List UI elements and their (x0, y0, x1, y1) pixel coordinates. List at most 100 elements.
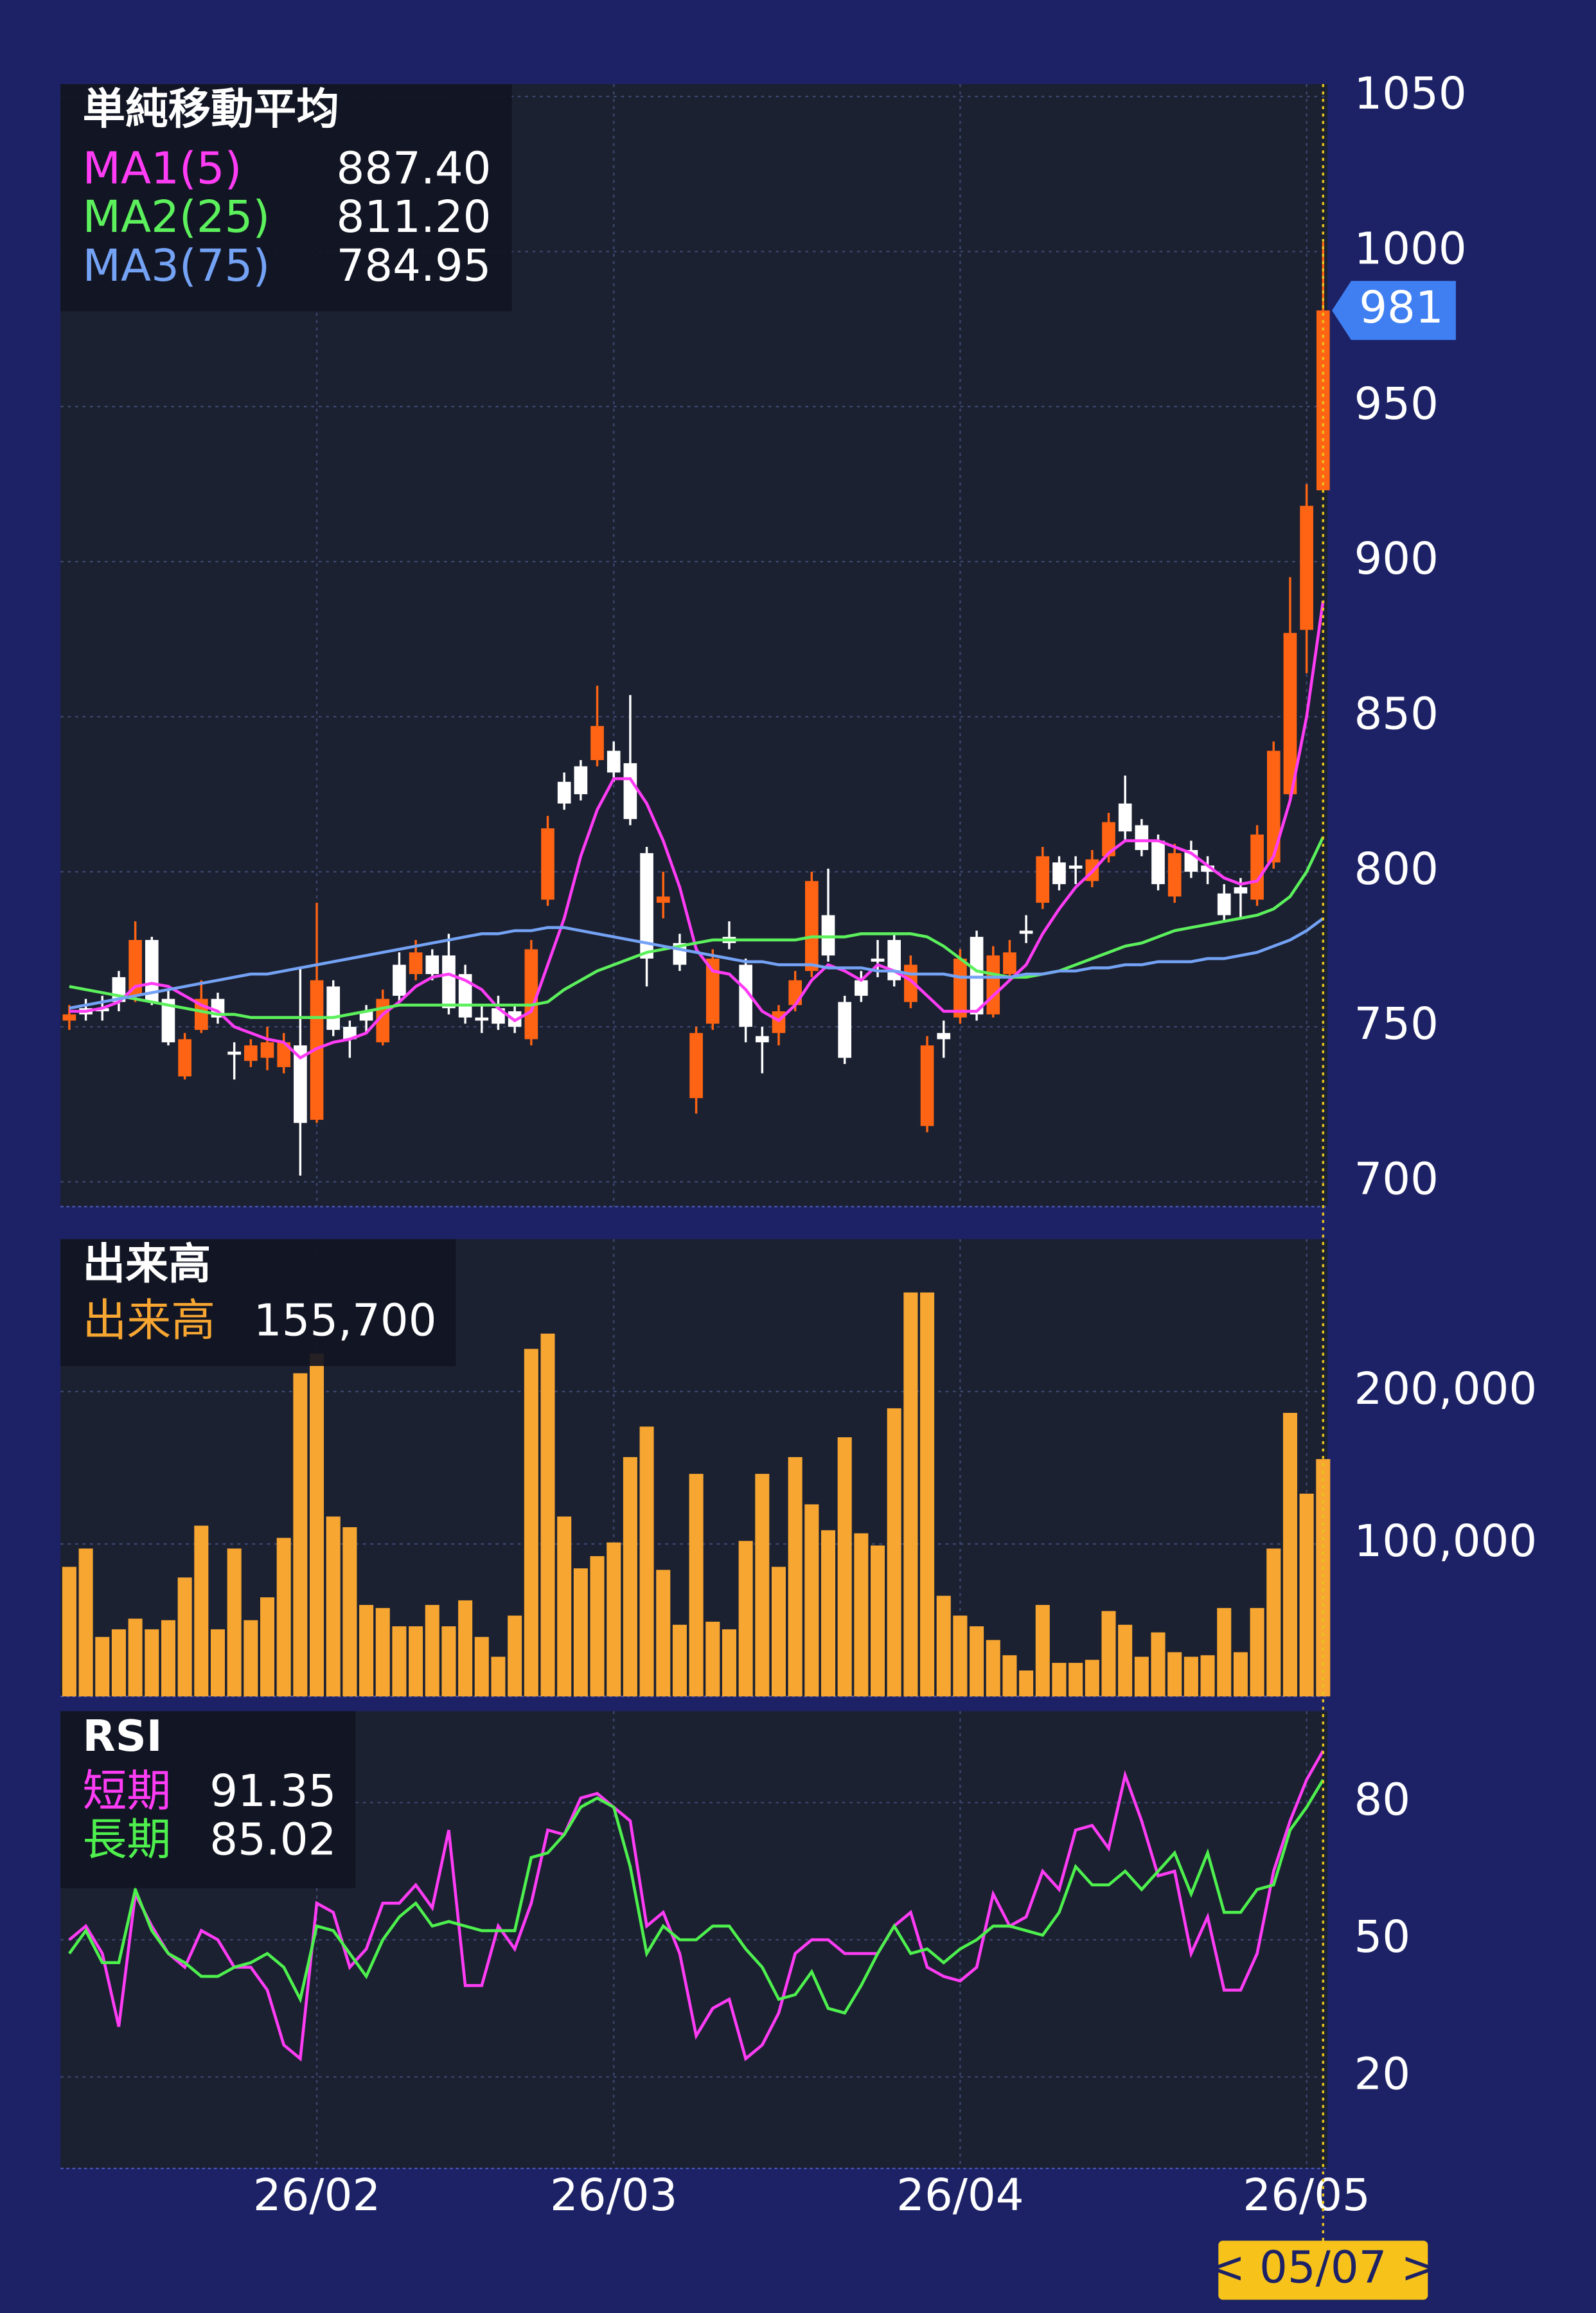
legend-name: MA2(25) (83, 191, 270, 243)
y-tick-label: 850 (1354, 689, 1438, 740)
candle-body (145, 939, 159, 1002)
volume-bar (1085, 1660, 1099, 1697)
volume-bar (986, 1640, 1000, 1697)
candle-body (1316, 310, 1330, 491)
candle-body (1234, 887, 1248, 894)
volume-bar (491, 1656, 506, 1697)
legend-name: 長期 (83, 1814, 172, 1866)
volume-bar (177, 1577, 192, 1697)
y-tick-label: 900 (1354, 533, 1438, 585)
candle-body (62, 1014, 76, 1021)
price-tag (1332, 281, 1456, 341)
candle-body (986, 955, 1000, 1015)
volume-bar (392, 1626, 407, 1697)
x-tick-label: 26/04 (896, 2170, 1024, 2221)
volume-bar (903, 1292, 918, 1697)
candle-body (541, 828, 554, 900)
candle-body (838, 1002, 852, 1058)
volume-bar (672, 1624, 687, 1697)
candle-body (260, 1042, 274, 1058)
y-tick-label: 200,000 (1354, 1363, 1537, 1415)
candle-body (1201, 865, 1214, 872)
legend-title: 単純移動平均 (83, 84, 339, 134)
volume-bar (1118, 1624, 1133, 1697)
volume-bar (854, 1533, 869, 1697)
volume-bar (722, 1629, 736, 1697)
volume-bar (244, 1620, 258, 1697)
volume-bar (920, 1292, 935, 1697)
volume-bar (524, 1349, 538, 1697)
volume-bar (1167, 1652, 1182, 1697)
candle-body (937, 1032, 951, 1040)
candle-body (705, 958, 720, 1024)
y-tick-label: 50 (1354, 1911, 1410, 1963)
volume-bar (573, 1568, 588, 1697)
legend-value: 91.35 (209, 1766, 336, 1817)
candle-body (1036, 856, 1050, 903)
volume-bar (458, 1600, 473, 1697)
volume-bar (1184, 1656, 1198, 1697)
volume-bar (1151, 1632, 1166, 1697)
candle-body (326, 986, 341, 1030)
legend-name: MA3(75) (83, 240, 270, 292)
candle-body (821, 915, 835, 956)
volume-bar (145, 1629, 159, 1697)
volume-bar (409, 1626, 423, 1697)
candle-body (277, 1042, 291, 1067)
candle-body (359, 1011, 373, 1021)
volume-bar (227, 1548, 242, 1697)
plot-layer: 700 750 800 850 900 950 1000 1050 100,000 200,000… (60, 68, 1537, 2300)
volume-bar (326, 1516, 341, 1697)
candle-body (458, 974, 472, 1018)
y-tick-label: 1050 (1354, 68, 1466, 120)
volume-bar (590, 1556, 605, 1697)
candle-body (739, 964, 752, 1027)
volume-bar (293, 1373, 308, 1697)
x-tick-label: 26/03 (550, 2170, 677, 2221)
volume-bar (508, 1615, 522, 1697)
volume-bar (1217, 1608, 1232, 1697)
volume-bar (1299, 1493, 1314, 1697)
candle-body (1167, 853, 1182, 897)
volume-bar (639, 1426, 654, 1697)
line-series (68, 1778, 1325, 2015)
candle-body (1151, 840, 1165, 885)
candle-body (294, 1045, 307, 1123)
volume-bar (623, 1457, 637, 1697)
volume-bar (871, 1545, 885, 1697)
candle-body (804, 881, 819, 971)
volume-bar (837, 1437, 852, 1697)
y-tick-label: 950 (1354, 378, 1438, 430)
candle-body (442, 955, 456, 1009)
volume-bar (1266, 1548, 1281, 1697)
price-tag-label: 981 (1359, 282, 1443, 333)
candle-body (1118, 803, 1132, 832)
volume-bar (1068, 1663, 1083, 1697)
y-tick-label: 700 (1354, 1153, 1438, 1205)
candle-body (623, 763, 637, 819)
volume-bar (441, 1626, 456, 1697)
candle-body (244, 1045, 258, 1061)
candle-body (656, 896, 670, 903)
line-series (69, 836, 1325, 1019)
volume-bar (128, 1618, 143, 1697)
y-tick-label: 80 (1354, 1775, 1410, 1826)
candle-body (1300, 506, 1313, 630)
line-series (69, 917, 1324, 1010)
volume-bar (1101, 1611, 1116, 1697)
volume-bar (970, 1626, 984, 1697)
volume-bar (1052, 1663, 1067, 1697)
candle-body (161, 998, 175, 1043)
volume-bar (1134, 1656, 1149, 1697)
candle-body (1068, 865, 1083, 869)
volume-bar (62, 1566, 76, 1697)
volume-bar (1002, 1655, 1017, 1697)
volume-bar (111, 1629, 126, 1697)
legend-value: 85.02 (209, 1814, 336, 1866)
volume-bar (820, 1530, 836, 1697)
volume-bar (738, 1541, 753, 1697)
candle-body (227, 1051, 241, 1055)
candle-body (953, 958, 967, 1018)
legend-value: 784.95 (337, 240, 492, 292)
